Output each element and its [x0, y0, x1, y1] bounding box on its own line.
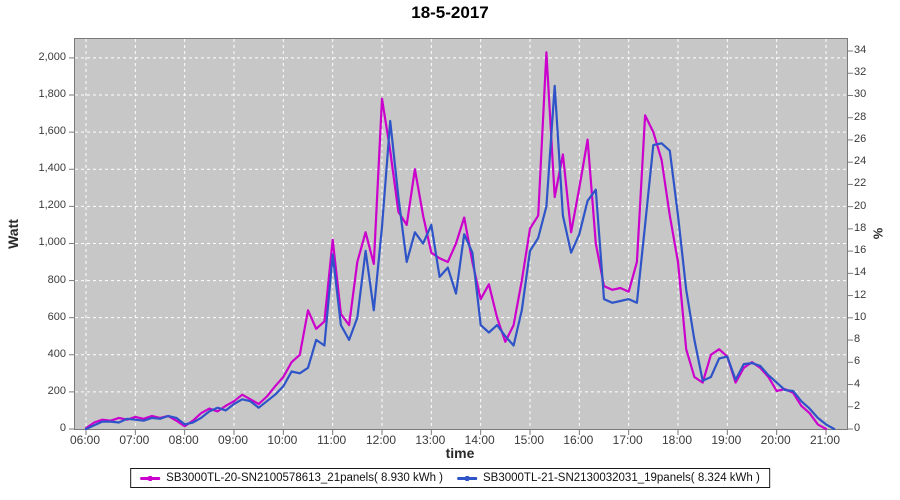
x-tick-12:00: 12:00: [365, 433, 397, 447]
y-axis-right-title: %: [870, 227, 886, 240]
x-tick-17:00: 17:00: [612, 433, 643, 447]
x-tick-10:00: 10:00: [267, 433, 298, 447]
y-left-tick-1,600: 1,600: [38, 125, 66, 138]
y-right-tick-20: 20: [854, 199, 867, 212]
x-tick-07:00: 07:00: [119, 433, 150, 447]
y-right-tick-6: 6: [854, 355, 861, 368]
y-left-tick-200: 200: [47, 384, 66, 397]
x-tick-19:00: 19:00: [711, 433, 742, 447]
y-left-tick-600: 600: [47, 310, 66, 323]
y-right-tick-22: 22: [854, 177, 867, 190]
x-tick-20:00: 20:00: [760, 433, 791, 447]
chart-title: 18-5-2017: [411, 3, 489, 22]
x-axis-title: time: [445, 445, 475, 461]
legend: SB3000TL-20-SN2100578613_21panels( 8.930…: [130, 468, 770, 488]
legend-item-series2: SB3000TL-21-SN2130032031_19panels( 8.324…: [457, 472, 760, 484]
y-left-tick-1,000: 1,000: [38, 236, 66, 249]
x-tick-14:00: 14:00: [464, 433, 495, 447]
x-tick-06:00: 06:00: [69, 433, 101, 447]
y-right-tick-14: 14: [854, 266, 867, 279]
x-tick-09:00: 09:00: [217, 433, 249, 447]
legend-label-series2: SB3000TL-21-SN2130032031_19panels( 8.324…: [483, 472, 760, 484]
y-right-tick-0: 0: [854, 422, 861, 434]
y-right-tick-10: 10: [854, 310, 867, 323]
chart-canvas: [69, 39, 853, 435]
legend-label-series1: SB3000TL-20-SN2100578613_21panels( 8.930…: [166, 472, 443, 484]
x-tick-15:00: 15:00: [513, 433, 545, 447]
y-right-tick-12: 12: [854, 288, 867, 301]
plot-area: [69, 38, 853, 435]
y-left-tick-2,000: 2,000: [38, 50, 66, 63]
y-right-tick-32: 32: [854, 66, 867, 79]
y-left-tick-0: 0: [59, 422, 66, 434]
y-right-tick-30: 30: [854, 88, 867, 101]
y-right-tick-24: 24: [854, 155, 867, 168]
x-tick-11:00: 11:00: [317, 433, 347, 447]
x-tick-13:00: 13:00: [415, 433, 446, 447]
x-tick-16:00: 16:00: [563, 433, 594, 447]
series-line-1: [84, 51, 828, 431]
series-line-2: [84, 84, 836, 431]
y-right-tick-2: 2: [854, 399, 861, 412]
y-right-tick-26: 26: [854, 132, 867, 145]
y-left-tick-1,200: 1,200: [38, 199, 66, 212]
y-right-tick-8: 8: [854, 333, 861, 346]
x-tick-21:00: 21:00: [809, 433, 841, 447]
y-left-tick-800: 800: [47, 273, 66, 286]
x-tick-08:00: 08:00: [168, 433, 199, 447]
y-right-tick-4: 4: [854, 377, 861, 390]
series2-line-swatch: [457, 475, 477, 481]
y-left-tick-1,400: 1,400: [38, 162, 66, 175]
y-left-tick-1,800: 1,800: [38, 88, 66, 101]
y-right-tick-34: 34: [854, 44, 867, 56]
y-right-tick-18: 18: [854, 221, 867, 234]
series1-line-swatch: [140, 475, 161, 481]
y-left-tick-400: 400: [47, 347, 66, 360]
y-right-tick-16: 16: [854, 244, 867, 257]
legend-item-series1: SB3000TL-20-SN2100578613_21panels( 8.930…: [140, 472, 443, 484]
x-tick-18:00: 18:00: [661, 433, 693, 447]
y-right-tick-28: 28: [854, 110, 867, 123]
